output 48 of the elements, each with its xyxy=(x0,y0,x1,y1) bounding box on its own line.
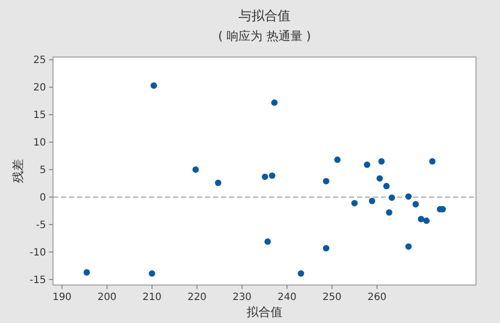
point xyxy=(84,269,90,276)
point xyxy=(334,156,341,163)
y-tick-label: 15 xyxy=(33,110,46,122)
point xyxy=(383,182,390,190)
point xyxy=(368,198,376,204)
point xyxy=(418,216,424,222)
point xyxy=(271,99,278,106)
point xyxy=(386,209,392,216)
point xyxy=(214,180,222,186)
point xyxy=(364,161,370,168)
y-tick-label: -15 xyxy=(30,275,46,286)
point xyxy=(298,270,304,277)
y-tick-label: -5 xyxy=(36,220,46,232)
y-tick-label: 5 xyxy=(40,165,46,176)
x-tick-label: 210 xyxy=(142,292,162,303)
point xyxy=(351,200,358,206)
y-axis-title: 残差 xyxy=(11,159,25,183)
y-tick-label: 20 xyxy=(33,82,46,94)
point xyxy=(405,193,412,200)
chart-title: 与拟合值 xyxy=(238,9,290,24)
point xyxy=(150,82,157,89)
x-tick-label: 200 xyxy=(97,292,117,303)
x-tick-label: 220 xyxy=(187,292,207,303)
point xyxy=(192,166,199,173)
y-tick-label: 10 xyxy=(33,138,46,149)
y-tick-label: 25 xyxy=(33,55,46,66)
point xyxy=(322,178,330,184)
point xyxy=(378,158,385,165)
point xyxy=(376,175,383,182)
point xyxy=(388,194,396,201)
chart-subtitle: ( 响应为 热通量 ) xyxy=(218,29,311,43)
point xyxy=(148,270,156,277)
point xyxy=(268,172,276,179)
x-tick-label: 240 xyxy=(277,292,297,303)
y-tick-label: -10 xyxy=(30,248,46,259)
point xyxy=(405,243,412,250)
point xyxy=(322,244,330,252)
point xyxy=(412,201,419,208)
x-tick-label: 260 xyxy=(367,292,387,303)
point xyxy=(264,238,271,245)
y-tick-label: 0 xyxy=(40,192,46,204)
x-tick-label: 250 xyxy=(322,292,342,303)
x-tick-label: 190 xyxy=(52,292,72,303)
point xyxy=(262,174,268,180)
point xyxy=(429,158,436,165)
x-axis-title: 拟合值 xyxy=(246,305,282,319)
point xyxy=(423,218,430,224)
x-tick-label: 230 xyxy=(232,292,252,303)
